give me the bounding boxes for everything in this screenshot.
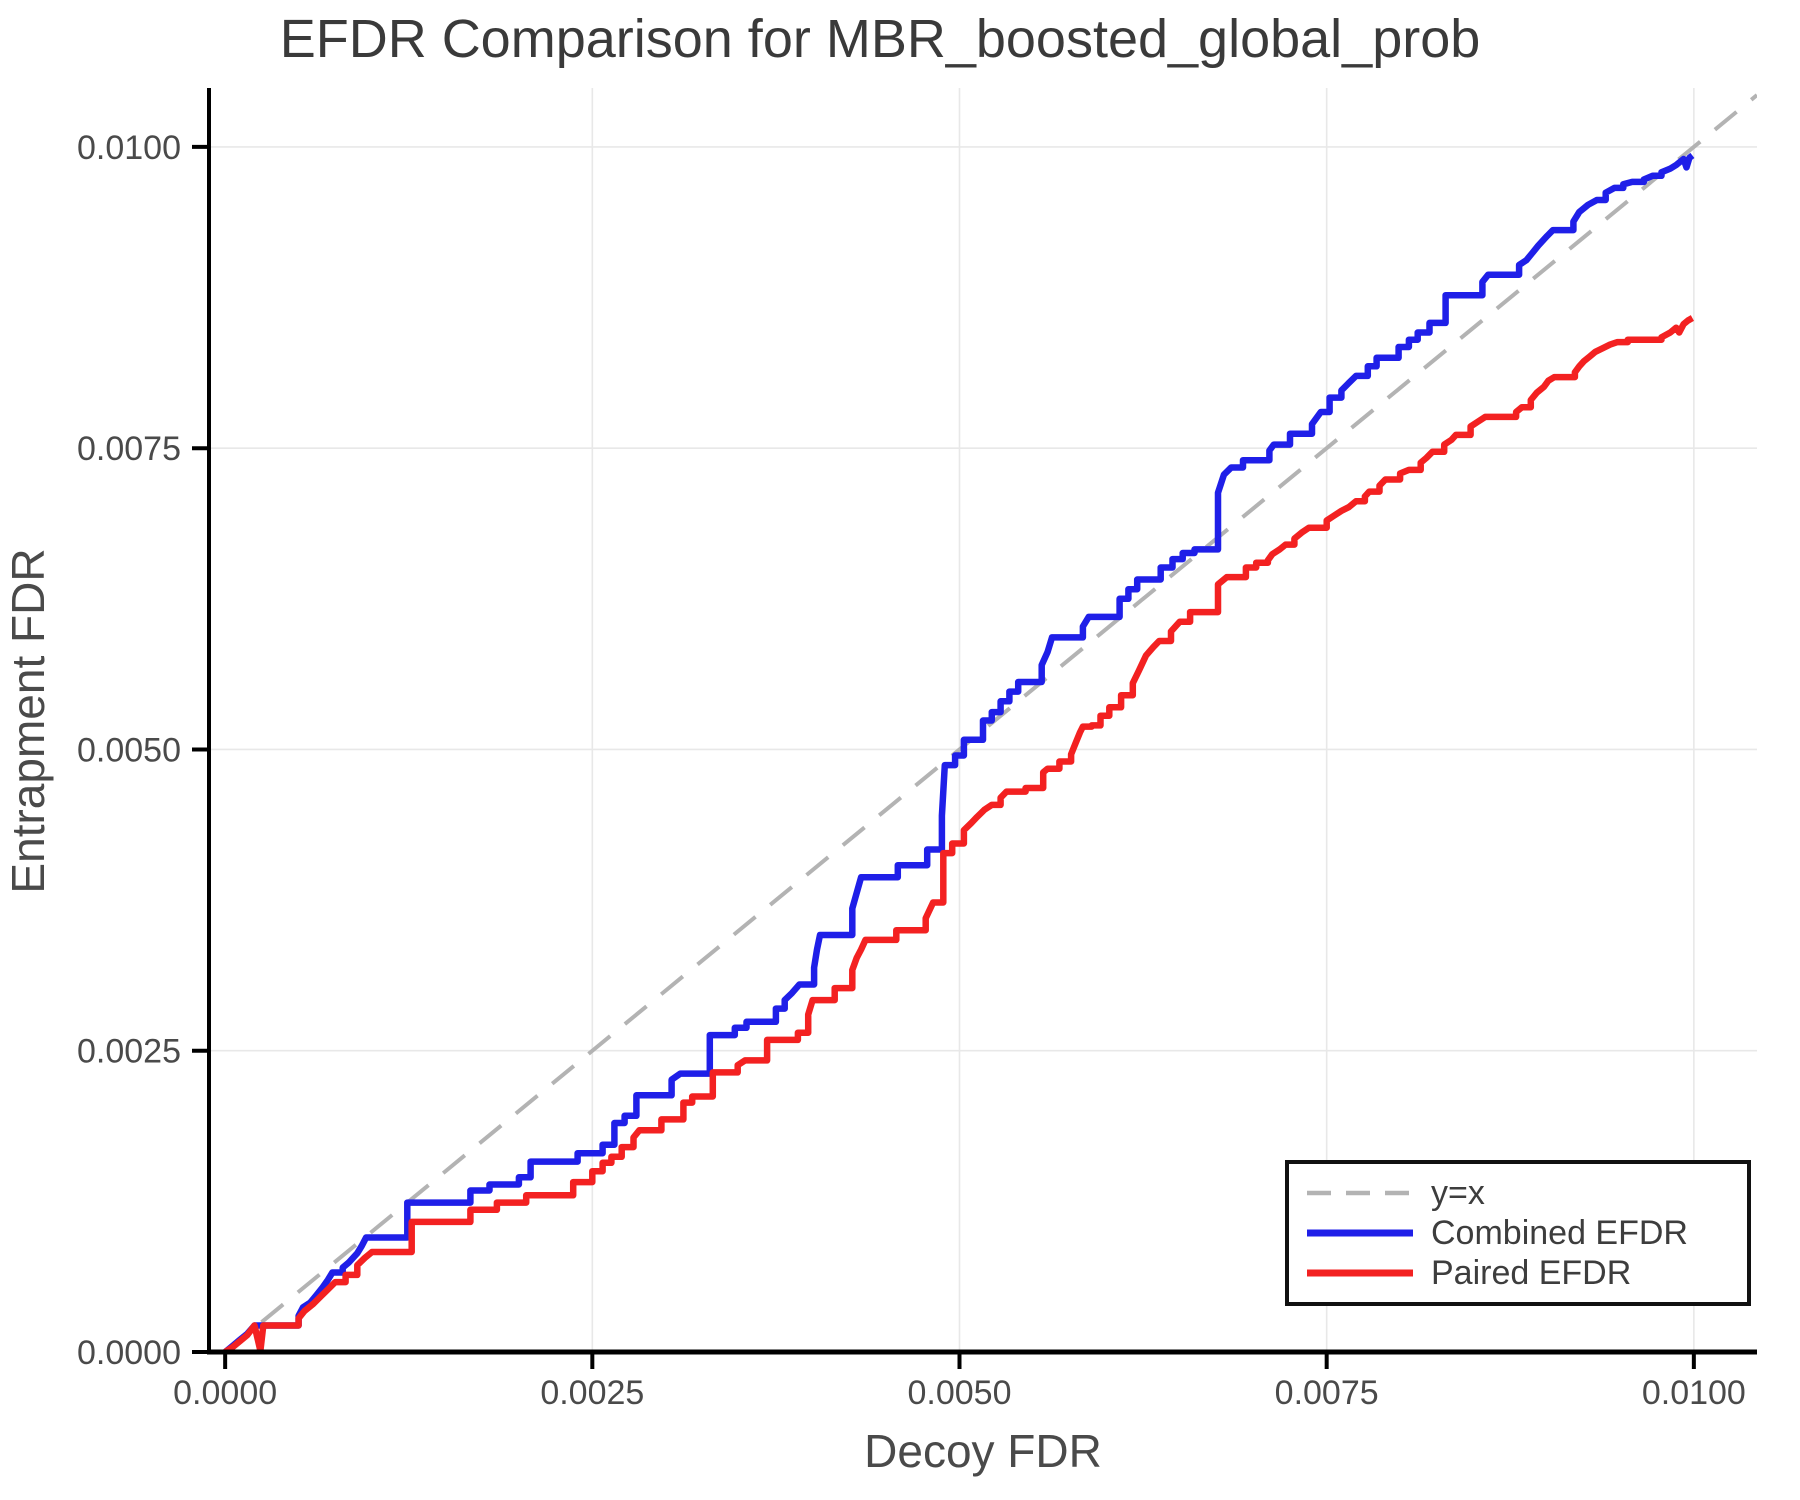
y-tick-label: 0.0075 xyxy=(77,430,181,468)
x-axis-label: Decoy FDR xyxy=(864,1425,1102,1477)
x-tick-label: 0.0075 xyxy=(1275,1374,1379,1412)
x-tick-label: 0.0000 xyxy=(173,1374,277,1412)
y-tick-label: 0.0025 xyxy=(77,1033,181,1071)
legend-row-yx: y=x xyxy=(1305,1174,1747,1212)
legend-label-paired: Paired EFDR xyxy=(1431,1253,1632,1292)
x-tick-label: 0.0100 xyxy=(1642,1374,1746,1412)
y-tick-label: 0.0100 xyxy=(77,129,181,167)
x-tick-label: 0.0025 xyxy=(540,1374,644,1412)
page-title: EFDR Comparison for MBR_boosted_global_p… xyxy=(279,9,1481,69)
y-tick-label: 0.0050 xyxy=(77,731,181,769)
y-tick-label: 0.0000 xyxy=(77,1334,181,1372)
combined-efdr-line-sample xyxy=(1307,1229,1413,1237)
legend-row-paired: Paired EFDR xyxy=(1305,1254,1747,1292)
paired-efdr-line-sample xyxy=(1307,1269,1413,1277)
legend-label-yx: y=x xyxy=(1431,1173,1485,1212)
legend-row-combined: Combined EFDR xyxy=(1305,1214,1747,1252)
x-tick-label: 0.0050 xyxy=(908,1374,1012,1412)
y-axis-label: Entrapment FDR xyxy=(2,548,54,894)
legend-label-combined: Combined EFDR xyxy=(1431,1213,1688,1252)
legend: y=x Combined EFDR Paired EFDR xyxy=(1285,1160,1751,1306)
yx-dashed-line-sample xyxy=(1307,1190,1413,1196)
